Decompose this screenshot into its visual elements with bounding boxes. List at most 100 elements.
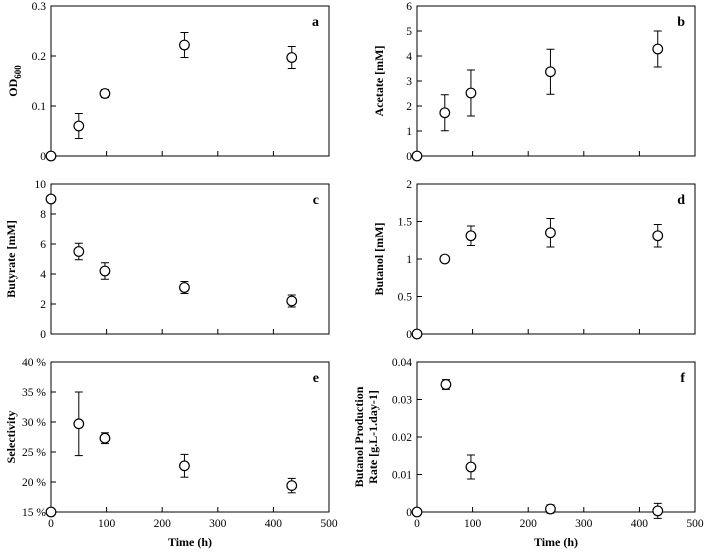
- y-axis-title-main: OD: [6, 78, 20, 96]
- y-tick-label: 0: [406, 329, 412, 341]
- plot-frame: [50, 183, 330, 335]
- plot-frame: [416, 183, 696, 335]
- data-point: [99, 88, 111, 99]
- x-tick-label: 200: [520, 518, 538, 530]
- data-point: [45, 193, 57, 205]
- data-point: [411, 150, 423, 162]
- y-tick-label: 10: [35, 179, 47, 191]
- y-tick-label: 1: [406, 254, 412, 266]
- x-tick-label: 300: [209, 518, 227, 530]
- data-point: [652, 230, 664, 242]
- x-tick-label: 0: [414, 518, 420, 530]
- y-tick-label: 6: [40, 239, 46, 251]
- y-tick-label: 25 %: [22, 447, 46, 459]
- y-axis-title: Selectivity: [4, 411, 18, 464]
- x-tick-label: 500: [320, 518, 338, 530]
- panel-a: 0 0.1 0.2 0.3 OD600 a: [6, 1, 330, 163]
- x-tick-label: 200: [154, 518, 172, 530]
- data-point: [465, 230, 477, 242]
- y-tick-label: 20 %: [22, 477, 46, 489]
- y-tick-label: 0.2: [32, 51, 47, 63]
- data-point: [99, 265, 111, 277]
- data-point: [439, 253, 451, 265]
- plot-frame: [416, 5, 696, 157]
- y-axis-title-main: Butyrate [mM]: [4, 220, 18, 298]
- panel-letter: a: [312, 15, 319, 30]
- data-point: [286, 52, 298, 63]
- data-point: [652, 505, 664, 517]
- y-tick-label: 0.03: [392, 395, 412, 407]
- y-tick-label: 15 %: [22, 507, 46, 519]
- panel-letter: e: [313, 371, 319, 386]
- y-tick-label: 0: [40, 329, 46, 341]
- y-tick-label: 0.04: [392, 357, 412, 369]
- y-tick-label: 0.1: [32, 101, 47, 113]
- data-point: [465, 87, 477, 99]
- y-tick-label: 4: [40, 269, 46, 281]
- data-point: [465, 461, 477, 473]
- y-tick-label: 1.5: [398, 217, 413, 229]
- plot-frame: [50, 5, 330, 157]
- y-axis-title-main: Acetate [mM]: [372, 46, 386, 117]
- panel-e: 15 % 20 % 25 % 30 % 35 % 40 % 0 100 200 300 400 500…: [4, 357, 338, 549]
- data-point: [179, 39, 190, 51]
- y-axis-title-main: Butanol [mM]: [372, 223, 386, 296]
- panel-letter: b: [677, 15, 685, 30]
- x-axis-title: Time (h): [168, 535, 212, 549]
- y-tick-label: 0: [40, 151, 46, 163]
- x-tick-label: 0: [48, 518, 54, 530]
- data-point: [45, 506, 57, 518]
- y-axis-title: Butanol ProductionRate [g.L-1.day-1]: [352, 386, 380, 487]
- y-tick-label: 30 %: [22, 417, 46, 429]
- y-tick-label: 0.5: [398, 292, 413, 304]
- y-axis-title: Acetate [mM]: [372, 46, 386, 117]
- panel-letter: d: [677, 193, 685, 208]
- data-point: [179, 282, 190, 293]
- y-tick-label: 2: [406, 179, 412, 191]
- y-tick-label: 5: [406, 26, 412, 38]
- plot-frame: [416, 361, 696, 513]
- plot-frame: [50, 361, 330, 513]
- data-point: [73, 246, 85, 257]
- y-tick-label: 8: [40, 209, 46, 221]
- x-tick-label: 300: [575, 518, 593, 530]
- data-point: [286, 295, 298, 307]
- data-point: [652, 43, 664, 55]
- data-point: [99, 432, 111, 444]
- x-axis-title: Time (h): [534, 535, 578, 549]
- x-tick-label: 400: [631, 518, 649, 530]
- y-tick-label: 2: [40, 299, 46, 311]
- data-point: [440, 379, 452, 390]
- panel-b: 0 1 2 3 4 5 6 Acetate [mM] b: [372, 1, 696, 163]
- data-point: [179, 460, 190, 472]
- data-point: [45, 150, 57, 162]
- data-point: [411, 506, 423, 518]
- y-tick-label: 40 %: [22, 357, 46, 369]
- y-axis-title-subscript: 600: [13, 65, 23, 79]
- y-axis-title: OD600: [6, 65, 23, 97]
- y-tick-label: 0: [406, 151, 412, 163]
- panel-c: 0 2 4 6 8 10 Butyrate [mM] c: [4, 179, 330, 341]
- data-point: [545, 503, 556, 515]
- panel-f: 0 0.01 0.02 0.03 0.04 0 100 200 300 400 500 Time (h…: [352, 357, 704, 549]
- data-point: [286, 480, 298, 492]
- y-tick-label: 6: [406, 1, 412, 13]
- y-tick-label: 0.3: [32, 1, 47, 13]
- data-point: [73, 418, 85, 430]
- data-point: [73, 120, 85, 132]
- y-axis-title: Butyrate [mM]: [4, 220, 18, 298]
- panel-letter: f: [680, 371, 685, 386]
- data-point: [545, 66, 556, 78]
- y-axis-title-main: Selectivity: [4, 411, 18, 464]
- y-axis-title-line1: Butanol Production: [352, 386, 366, 487]
- data-point: [439, 107, 451, 119]
- panel-letter: c: [313, 193, 319, 208]
- panel-d: 0 0.5 1 1.5 2 Butanol [mM] d: [372, 179, 696, 341]
- y-tick-label: 0.01: [392, 470, 412, 482]
- data-point: [545, 227, 556, 239]
- y-tick-label: 3: [406, 76, 412, 88]
- y-tick-label: 0: [406, 507, 412, 519]
- y-tick-label: 35 %: [22, 387, 46, 399]
- y-tick-label: 1: [406, 126, 412, 138]
